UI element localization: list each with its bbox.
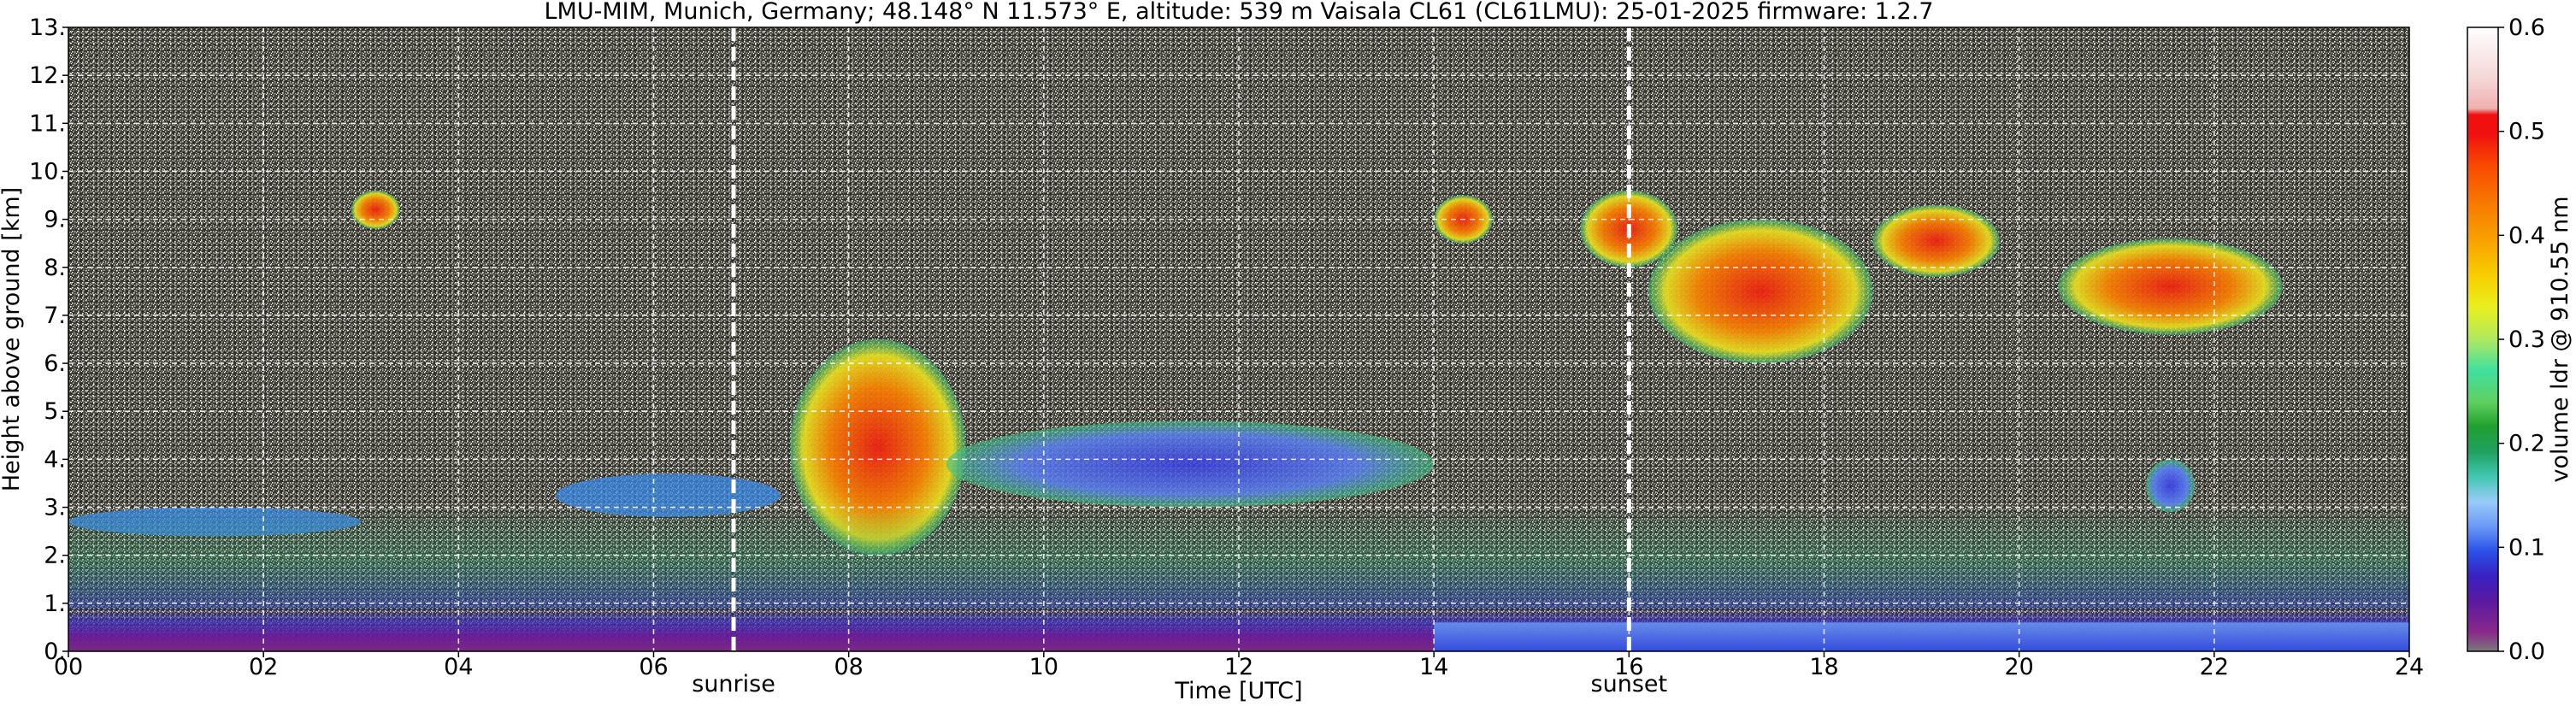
y-tick-label: 1. (44, 591, 66, 617)
feature-cloud-layer (946, 421, 1435, 508)
x-tick-label: 20 (2004, 654, 2033, 680)
x-tick-label: 12 (1224, 654, 1253, 680)
colorbar: 0.0 0.1 0.2 0.3 0.4 0.5 0.6 (2467, 15, 2545, 665)
sun-marker-labels: sunrise sunset (692, 671, 1667, 697)
x-tick-label: 14 (1419, 654, 1448, 680)
feature-cloud (2145, 459, 2196, 513)
x-tick-label: 18 (1809, 654, 1838, 680)
x-tick-label: 24 (2395, 654, 2424, 680)
sun-markers (731, 27, 1631, 651)
x-axis-label: Time [UTC] (1174, 678, 1302, 704)
feature-cirrus (2058, 238, 2283, 335)
colorbar-tick-label: 0.0 (2508, 638, 2545, 665)
x-tick-label: 08 (834, 654, 863, 680)
colorbar-gradient (2467, 26, 2499, 652)
colorbar-tick-label: 0.5 (2508, 119, 2545, 145)
feature-cloud (790, 338, 966, 556)
y-axis-label: Height above ground [km] (0, 187, 25, 491)
colorbar-tick-label: 0.3 (2508, 327, 2545, 353)
feature-boundary-layer (1434, 622, 2409, 651)
feature-cirrus (351, 190, 400, 229)
grid-lines (68, 27, 2409, 651)
x-tick-label: 22 (2200, 654, 2229, 680)
y-tick-label: 5. (44, 398, 66, 425)
marker-label-sunrise: sunrise (692, 671, 775, 697)
y-tick-label: 9. (44, 207, 66, 233)
colorbar-tick-label: 0.4 (2508, 222, 2545, 249)
y-tick-label: 3. (44, 495, 66, 521)
x-tick-label: 10 (1029, 654, 1058, 680)
plot-area (68, 26, 2410, 652)
y-tick-label: 8. (44, 255, 66, 281)
feature-cirrus (1872, 204, 2000, 277)
x-tick-label: 16 (1614, 654, 1643, 680)
y-tick-label: 7. (44, 303, 66, 329)
colorbar-label: volume ldr @ 910.55 nm (2547, 197, 2573, 483)
y-tick-label: 0. (44, 638, 66, 665)
colorbar-tick-label: 0.1 (2508, 534, 2545, 561)
feature-cirrus (1648, 219, 1873, 364)
x-tick-label: 00 (54, 654, 83, 680)
y-tick-label: 10. (29, 158, 66, 185)
y-tick-label: 2. (44, 543, 66, 569)
feature-thin-layer (556, 474, 781, 517)
x-tick-label: 02 (249, 654, 278, 680)
y-tick-label: 12. (29, 62, 66, 89)
features-layer (68, 190, 2409, 651)
colorbar-ticks: 0.0 0.1 0.2 0.3 0.4 0.5 0.6 (2498, 15, 2545, 665)
colorbar-tick-label: 0.6 (2508, 15, 2545, 41)
y-tick-label: 11. (29, 110, 66, 137)
y-tick-label: 13. (29, 15, 66, 41)
y-axis-ticks: 0. 1. 2. 3. 4. 5. 6. 7. 8. 9. 10. 11. 12. 13. (29, 15, 68, 665)
x-axis-ticks: 00 02 04 06 08 10 12 14 16 18 20 22 24 (54, 651, 2424, 680)
x-tick-label: 06 (639, 654, 668, 680)
x-tick-label: 04 (444, 654, 473, 680)
colorbar-tick-label: 0.2 (2508, 431, 2545, 457)
y-tick-label: 6. (44, 350, 66, 377)
chart-title: LMU-MIM, Munich, Germany; 48.148° N 11.5… (544, 0, 1933, 25)
marker-label-sunset: sunset (1591, 671, 1668, 697)
y-tick-label: 4. (44, 446, 66, 473)
